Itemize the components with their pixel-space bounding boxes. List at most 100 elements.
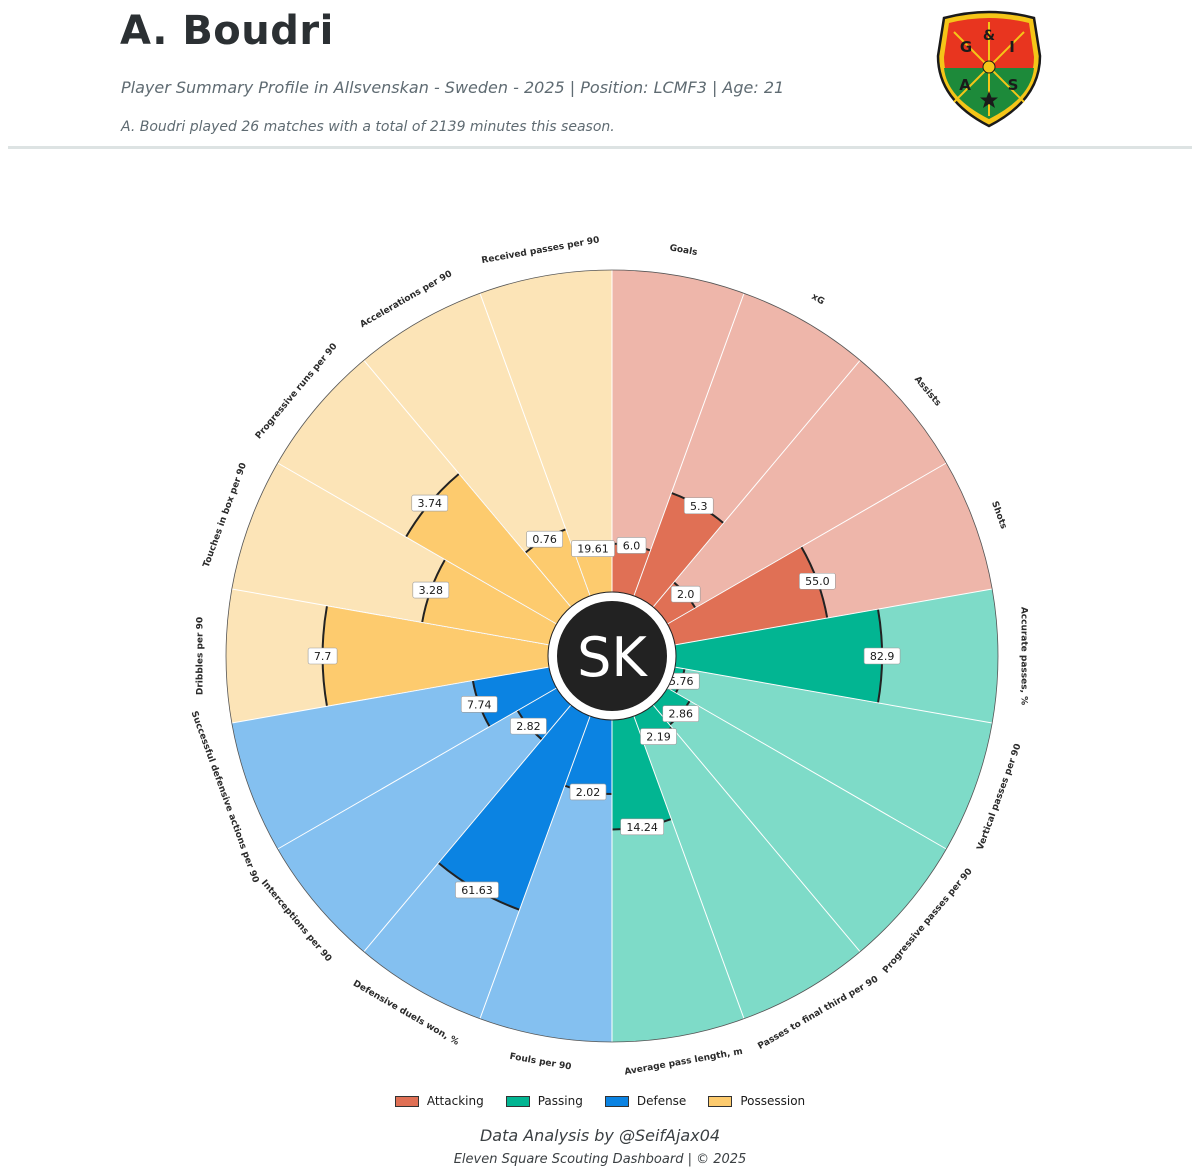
value-label-received-passes-per-90: 19.61 [577, 543, 609, 556]
legend-label-defense: Defense [636, 1094, 687, 1108]
outer-ring [225, 269, 999, 1043]
crest-star-icon [980, 91, 998, 108]
value-label-progressive-runs-per-90: 3.74 [418, 497, 443, 510]
separator-6 [667, 687, 947, 850]
value-slices [321, 473, 883, 911]
value-box-goals [616, 537, 647, 554]
value-label-fouls-per-90: 2.02 [576, 786, 601, 799]
value-label-xg: 5.3 [690, 500, 708, 513]
value-box-accurate-passes [863, 647, 901, 665]
value-label-accurate-passes: 82.9 [870, 650, 895, 663]
value-label-goals: 6.0 [623, 539, 641, 552]
category-label-xg: xG [810, 292, 826, 307]
club-crest-logo: G & I A S [936, 10, 1042, 128]
legend-item-attacking: Attacking [394, 1094, 484, 1108]
separator-1 [633, 293, 745, 597]
crest-letter-g: G [960, 38, 972, 56]
value-box-assists [670, 585, 701, 603]
crest-letter-amp: & [983, 28, 995, 44]
value-label-successful-defensive-actions-per-90: 7.74 [467, 698, 492, 711]
value-label-interceptions-per-90: 2.82 [516, 720, 541, 733]
separator-5 [674, 666, 993, 724]
category-label-assists: Assists [912, 375, 943, 409]
value-box-successful-defensive-actions-per-90 [460, 696, 498, 713]
separator-15 [277, 462, 557, 625]
season-summary: A. Boudri played 26 matches with a total… [121, 119, 615, 135]
value-box-progressive-passes-per-90 [662, 705, 700, 722]
bg-slice-passes-to-final-third-per-90 [633, 705, 861, 1019]
dashboard-footer: Eleven Square Scouting Dashboard | © 202… [453, 1152, 747, 1167]
value-label-vertical-passes-per-90: 5.76 [669, 675, 694, 688]
value-label-passes-to-final-third-per-90: 2.19 [646, 731, 671, 744]
value-box-interceptions-per-90 [510, 717, 547, 735]
legend-swatch-defense [604, 1095, 629, 1107]
bg-slice-vertical-passes-per-90 [667, 667, 993, 849]
bg-slice-received-passes-per-90 [479, 270, 612, 596]
separator-2 [652, 359, 861, 608]
analysis-credit: Data Analysis by @SeifAjax04 [479, 1126, 721, 1145]
value-labels: 6.0 5.3 2.0 55.0 82.9 5.76 2.86 2.19 14.24 2.02 61… [307, 494, 901, 899]
category-label-dribbles-per-90: Dribbles per 90 [196, 617, 206, 695]
separator-12 [277, 687, 557, 850]
separator-7 [652, 704, 861, 953]
center-badge: SK [547, 591, 677, 721]
value-box-fouls-per-90 [569, 783, 607, 801]
crest-letter-a: A [959, 76, 971, 94]
category-label-accurate-passes: Accurate passes, % [1019, 607, 1029, 705]
value-box-defensive-duels-won [455, 881, 499, 899]
separator-14 [231, 588, 550, 646]
value-label-defensive-duels-won: 61.63 [461, 884, 493, 897]
separator-4 [674, 588, 993, 646]
bg-slice-interceptions-per-90 [277, 688, 571, 952]
separator-3 [667, 462, 947, 625]
value-label-shots: 55.0 [805, 575, 830, 588]
separator-8 [633, 715, 745, 1019]
value-label-average-pass-length-m: 14.24 [626, 821, 658, 834]
legend-swatch-passing [505, 1095, 530, 1107]
value-label-progressive-passes-per-90: 2.86 [669, 708, 694, 721]
crest-letter-i: I [1009, 38, 1015, 56]
value-box-accelerations-per-90 [526, 530, 563, 548]
value-box-received-passes-per-90 [571, 540, 615, 557]
legend-label-passing: Passing [537, 1094, 583, 1108]
legend-item-passing: Passing [505, 1094, 583, 1108]
separator-11 [363, 704, 572, 953]
value-label-touches-in-box-per-90: 3.28 [419, 584, 444, 597]
crest-letter-s: S [1008, 76, 1019, 94]
category-label-received-passes-per-90: Received passes per 90 [481, 235, 600, 266]
legend-item-defense: Defense [604, 1094, 687, 1108]
value-label-accelerations-per-90: 0.76 [532, 533, 557, 546]
category-label-fouls-per-90: Fouls per 90 [509, 1052, 572, 1073]
value-box-xg [683, 497, 714, 515]
value-box-touches-in-box-per-90 [412, 581, 450, 599]
profile-subtitle: Player Summary Profile in Allsvenskan - … [121, 78, 785, 97]
legend-swatch-possession [708, 1095, 733, 1107]
chart-legend: Attacking Passing Defense Possession [0, 1094, 1200, 1108]
legend-label-possession: Possession [740, 1094, 806, 1108]
center-badge-text: SK [577, 626, 648, 689]
bg-slice-goals [612, 270, 745, 596]
bg-slice-accelerations-per-90 [363, 293, 591, 607]
category-label-average-pass-length-m: Average pass length, m [624, 1047, 744, 1078]
value-box-progressive-runs-per-90 [411, 494, 449, 512]
slice-separators [225, 269, 999, 1043]
value-label-dribbles-per-90: 7.7 [314, 650, 332, 663]
header-divider [8, 146, 1192, 149]
legend-label-attacking: Attacking [426, 1094, 484, 1108]
value-box-average-pass-length-m [620, 818, 664, 836]
legend-swatch-attacking [394, 1095, 419, 1107]
bg-slice-progressive-passes-per-90 [653, 688, 947, 952]
separator-10 [479, 715, 591, 1019]
separator-16 [363, 359, 572, 608]
separator-13 [231, 666, 550, 724]
player-name: A. Boudri [120, 8, 334, 54]
category-label-goals: Goals [669, 243, 698, 258]
bg-slice-assists [653, 360, 947, 624]
category-label-shots: Shots [989, 500, 1008, 530]
legend-item-possession: Possession [708, 1094, 805, 1108]
value-box-dribbles-per-90 [307, 647, 338, 665]
value-box-shots [799, 572, 836, 590]
value-label-assists: 2.0 [677, 588, 695, 601]
value-box-passes-to-final-third-per-90 [640, 728, 677, 745]
